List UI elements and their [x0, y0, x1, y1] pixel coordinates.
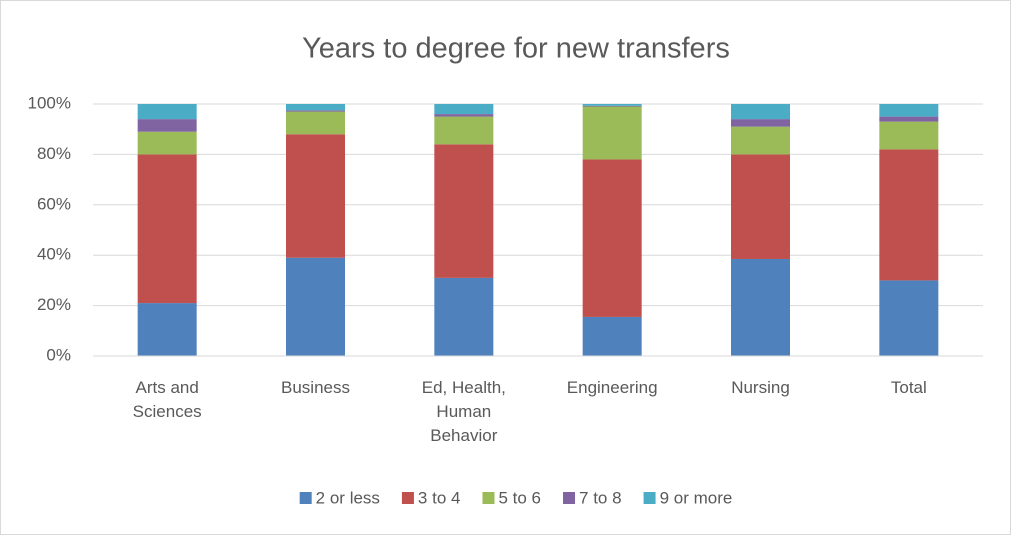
bar-segment	[137, 131, 197, 155]
legend-swatch	[482, 492, 495, 504]
bar-segment	[879, 104, 939, 117]
chart-title: Years to degree for new transfers	[302, 33, 730, 65]
y-tick-label: 80%	[37, 144, 71, 163]
bar-segment	[582, 104, 642, 106]
x-tick-label: Arts and Sciences	[133, 378, 202, 421]
bar-segment	[731, 126, 790, 155]
legend-swatch	[643, 492, 656, 504]
legend-label: 5 to 6	[498, 488, 541, 507]
x-tick-label: Total	[891, 378, 927, 397]
bar-segment	[879, 121, 939, 150]
bar-segment	[286, 111, 345, 135]
bar-segment	[582, 316, 642, 356]
bar-segment	[286, 134, 345, 258]
bar-segment	[137, 154, 197, 304]
legend-swatch	[401, 492, 414, 504]
bar-segment	[731, 119, 790, 127]
bar-segment	[731, 258, 790, 356]
bar-segment	[434, 116, 494, 145]
bar-segment	[434, 144, 494, 278]
bar-segment	[731, 154, 790, 259]
legend-swatch	[563, 492, 576, 504]
bar-segment	[879, 149, 939, 281]
bar-segment	[879, 116, 939, 122]
legend-label: 7 to 8	[579, 488, 622, 507]
legend-label: 3 to 4	[418, 488, 461, 507]
y-tick-label: 100%	[28, 93, 71, 112]
y-tick-label: 0%	[46, 345, 71, 364]
x-tick-label: Business	[281, 378, 350, 397]
bar-segment	[582, 105, 642, 107]
bar-segment	[434, 114, 494, 117]
y-tick-label: 20%	[37, 295, 71, 314]
x-tick-label: Nursing	[731, 378, 790, 397]
bar-segment	[137, 119, 197, 132]
bar-segment	[434, 277, 494, 356]
bar-segment	[582, 159, 642, 317]
bar-segment	[434, 104, 494, 115]
legend-swatch	[299, 492, 312, 504]
bar-segment	[582, 106, 642, 160]
x-tick-label: Engineering	[567, 378, 658, 397]
bar-segment	[286, 110, 345, 112]
y-tick-label: 60%	[37, 194, 71, 213]
bar-segment	[137, 104, 197, 120]
legend-label: 2 or less	[316, 488, 380, 507]
bar-segment	[286, 104, 345, 111]
bar-segment	[137, 303, 197, 356]
bar-segment	[286, 257, 345, 356]
y-tick-label: 40%	[37, 245, 71, 264]
legend-label: 9 or more	[660, 488, 733, 507]
x-tick-label: Ed, Health, Human Behavior	[422, 378, 506, 445]
bar-segment	[879, 280, 939, 356]
bar-segment	[731, 104, 790, 120]
